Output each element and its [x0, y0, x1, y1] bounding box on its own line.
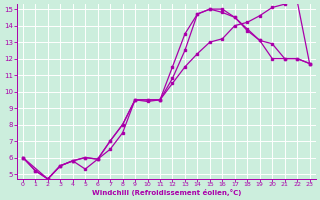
X-axis label: Windchill (Refroidissement éolien,°C): Windchill (Refroidissement éolien,°C): [92, 189, 241, 196]
